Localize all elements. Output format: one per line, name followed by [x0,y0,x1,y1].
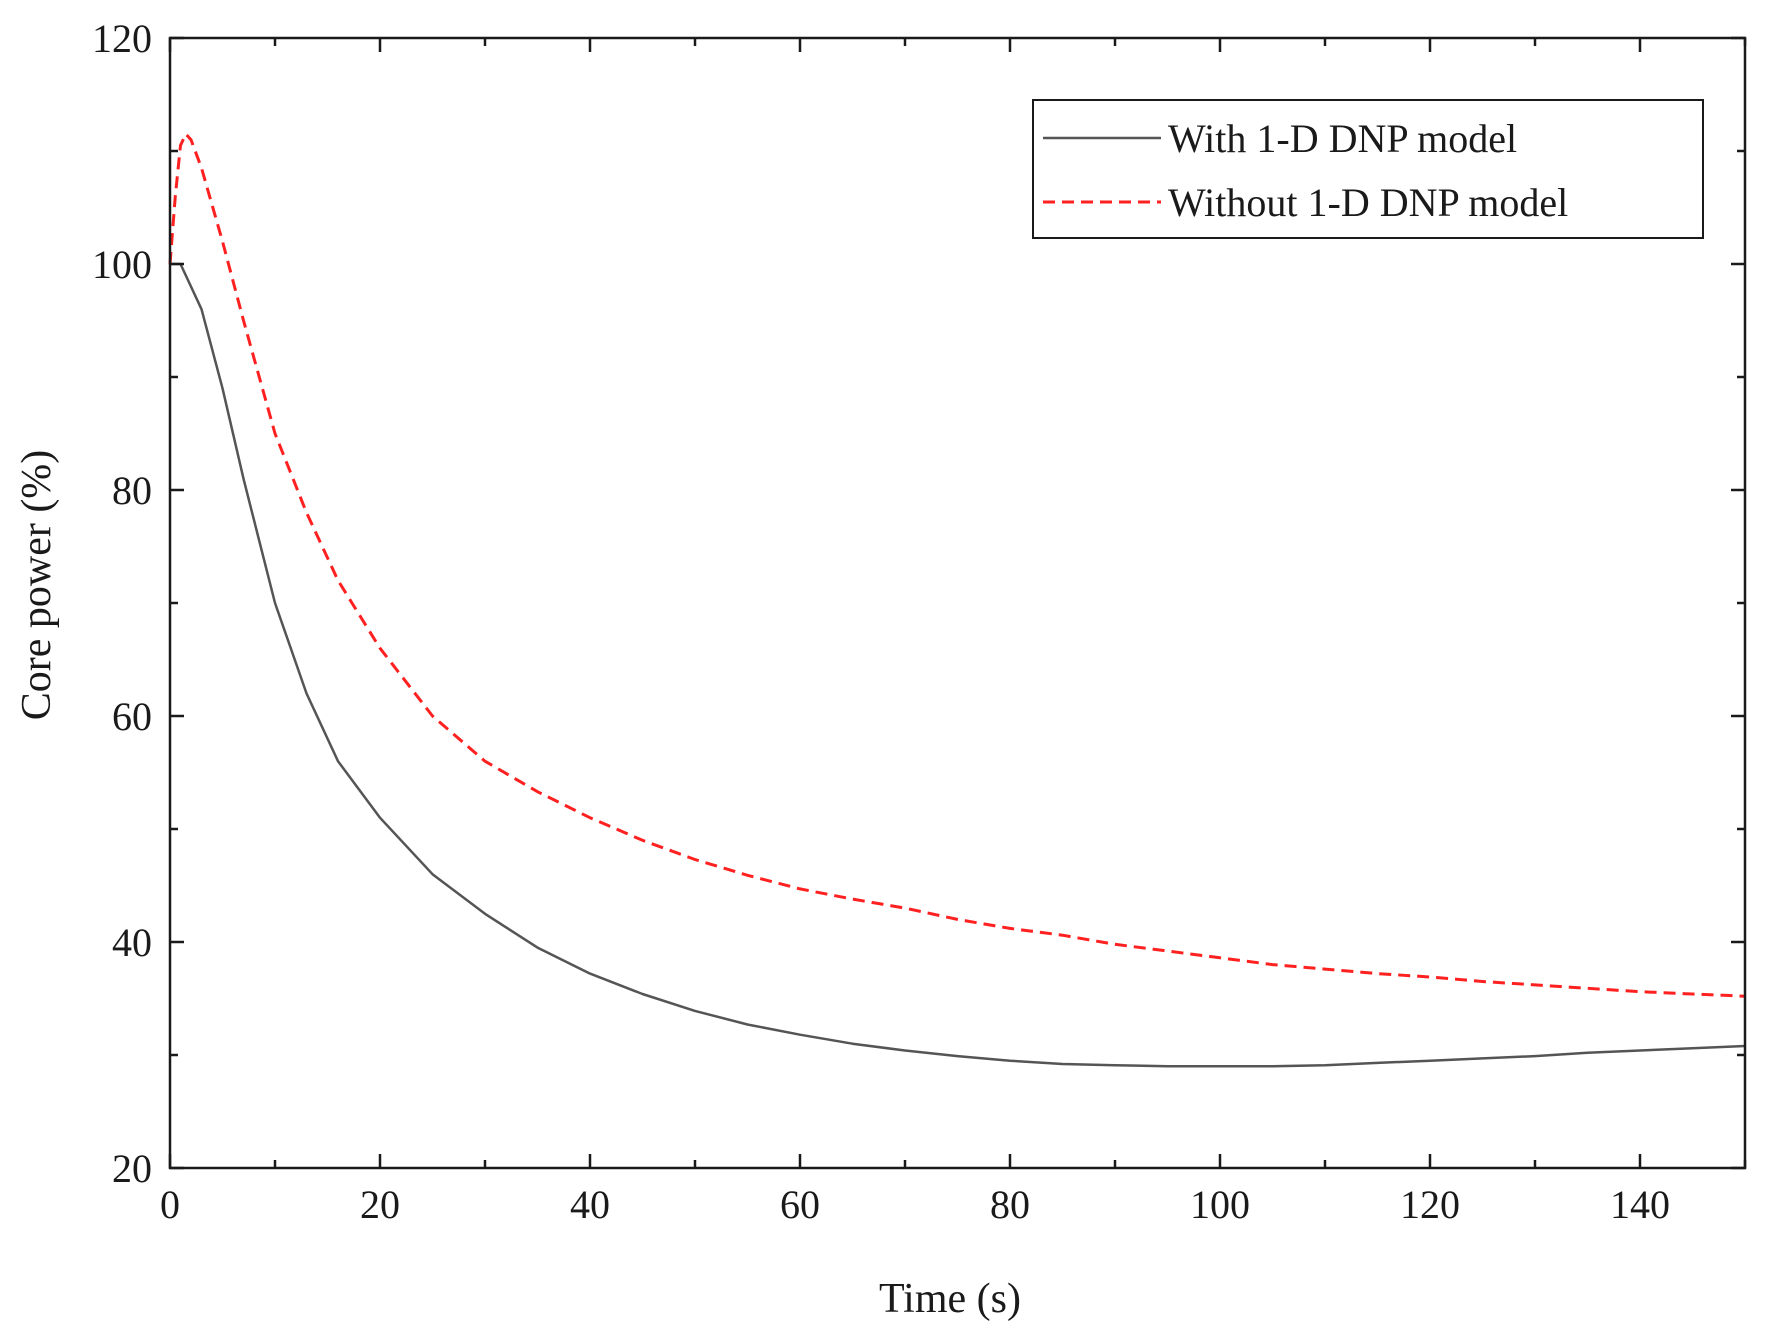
y-tick-label: 120 [92,16,152,61]
y-tick-label: 60 [112,694,152,739]
x-tick-label: 120 [1400,1182,1460,1227]
legend-label-2: Without 1-D DNP model [1168,180,1568,225]
x-tick-label: 100 [1190,1182,1250,1227]
legend-label-1: With 1-D DNP model [1168,116,1517,161]
x-tick-label: 60 [780,1182,820,1227]
y-axis-title: Core power (%) [14,450,60,721]
plot-area [168,132,1746,1068]
x-tick-label: 140 [1610,1182,1670,1227]
series-line-1 [170,262,1746,1068]
x-tick-label: 80 [990,1182,1030,1227]
y-tick-label: 40 [112,920,152,965]
x-tick-label: 20 [360,1182,400,1227]
x-tick-label: 40 [570,1182,610,1227]
x-tick-label: 0 [160,1182,180,1227]
series-line-2 [168,132,1746,998]
y-tick-label: 20 [112,1146,152,1191]
legend: With 1-D DNP model Without 1-D DNP model [1032,99,1704,239]
x-axis-title: Time (s) [879,1276,1021,1322]
legend-box [1032,99,1704,239]
y-tick-label: 100 [92,242,152,287]
y-tick-label: 80 [112,468,152,513]
